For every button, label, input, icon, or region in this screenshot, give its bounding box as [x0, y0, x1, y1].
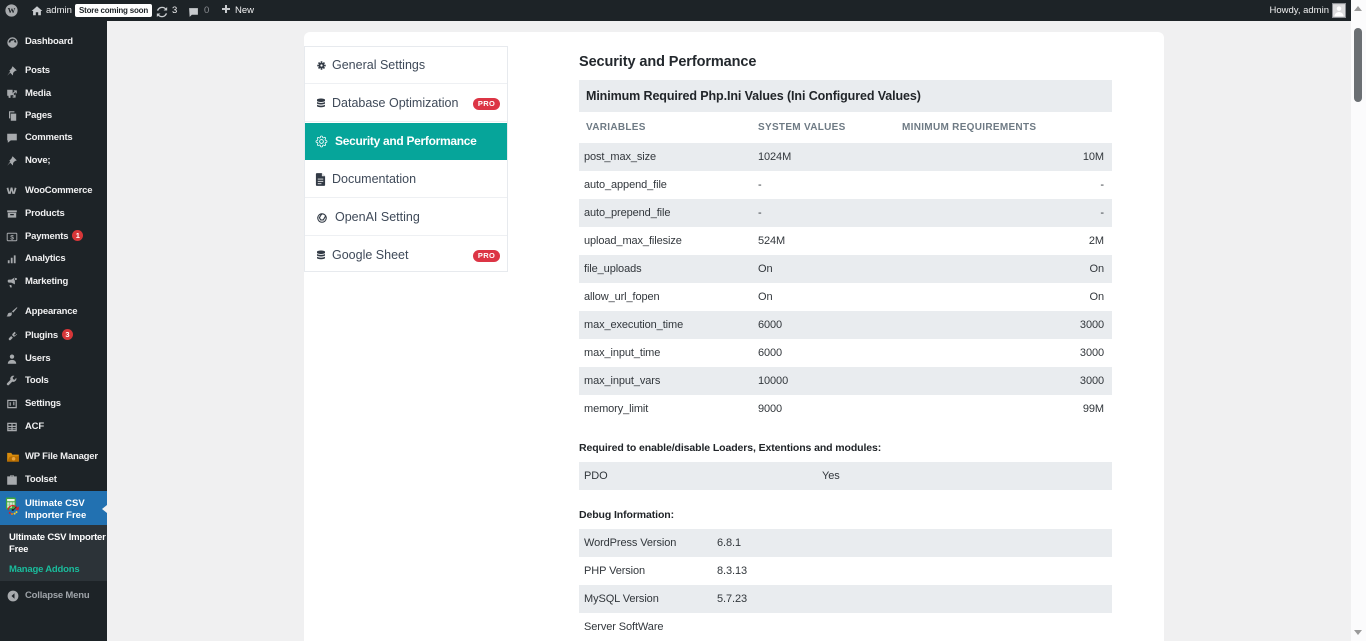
svg-text:$: $: [10, 234, 14, 241]
svg-text:W: W: [8, 6, 16, 15]
